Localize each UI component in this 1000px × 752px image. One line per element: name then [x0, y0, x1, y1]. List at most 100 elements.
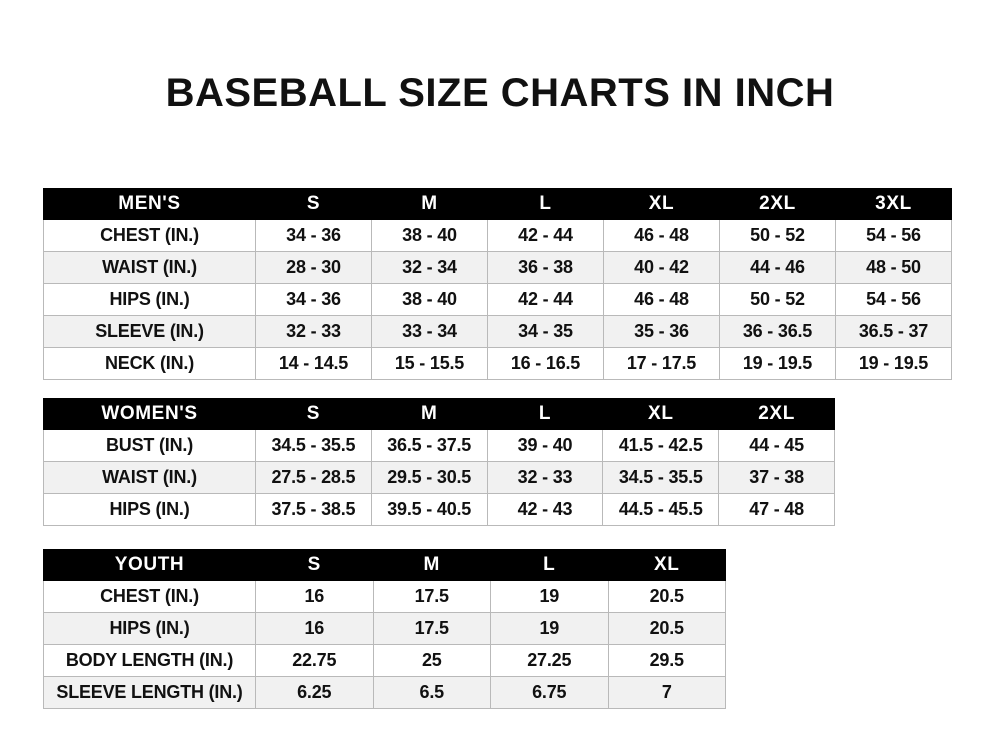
cell-value: 42 - 44 [487, 283, 604, 316]
table-row: WAIST (IN.) 28 - 30 32 - 34 36 - 38 40 -… [43, 251, 952, 284]
row-label: CHEST (IN.) [43, 580, 256, 613]
table-row: HIPS (IN.) 37.5 - 38.5 39.5 - 40.5 42 - … [43, 493, 835, 526]
row-label: HIPS (IN.) [43, 283, 256, 316]
row-label: WAIST (IN.) [43, 461, 256, 494]
cell-value: 46 - 48 [603, 219, 720, 252]
cell-value: 33 - 34 [371, 315, 488, 348]
cell-value: 36 - 38 [487, 251, 604, 284]
cell-value: 34.5 - 35.5 [255, 429, 372, 462]
cell-value: 6.75 [490, 676, 609, 709]
table-header-row: WOMEN'S S M L XL 2XL [43, 398, 835, 430]
cell-value: 19 - 19.5 [835, 347, 952, 380]
cell-value: 28 - 30 [255, 251, 372, 284]
cell-value: 16 [255, 612, 374, 645]
cell-value: 6.5 [372, 676, 491, 709]
cell-value: 42 - 44 [487, 219, 604, 252]
cell-value: 54 - 56 [835, 283, 952, 316]
row-label: CHEST (IN.) [43, 219, 256, 252]
cell-value: 34.5 - 35.5 [602, 461, 720, 494]
cell-value: 19 [490, 580, 609, 613]
mens-header-m: M [371, 188, 488, 220]
cell-value: 17.5 [372, 612, 491, 645]
table-row: SLEEVE (IN.) 32 - 33 33 - 34 34 - 35 35 … [43, 315, 952, 348]
cell-value: 15 - 15.5 [371, 347, 488, 380]
row-label: SLEEVE (IN.) [43, 315, 256, 348]
table-header-row: MEN'S S M L XL 2XL 3XL [43, 188, 952, 220]
cell-value: 54 - 56 [835, 219, 952, 252]
table-row: BUST (IN.) 34.5 - 35.5 36.5 - 37.5 39 - … [43, 429, 835, 462]
cell-value: 16 [255, 580, 374, 613]
womens-header-xl: XL [602, 398, 720, 430]
womens-size-table: WOMEN'S S M L XL 2XL BUST (IN.) 34.5 - 3… [43, 398, 835, 526]
cell-value: 17.5 [372, 580, 491, 613]
cell-value: 17 - 17.5 [603, 347, 720, 380]
cell-value: 29.5 [607, 644, 726, 677]
cell-value: 25 [372, 644, 491, 677]
cell-value: 44 - 45 [718, 429, 835, 462]
mens-size-table: MEN'S S M L XL 2XL 3XL CHEST (IN.) 34 - … [43, 188, 952, 380]
cell-value: 36.5 - 37 [835, 315, 952, 348]
cell-value: 37 - 38 [718, 461, 835, 494]
cell-value: 44.5 - 45.5 [602, 493, 720, 526]
table-row: CHEST (IN.) 34 - 36 38 - 40 42 - 44 46 -… [43, 219, 952, 252]
womens-header-category: WOMEN'S [43, 398, 256, 430]
womens-header-2xl: 2XL [718, 398, 835, 430]
cell-value: 34 - 36 [255, 219, 372, 252]
cell-value: 39 - 40 [486, 429, 604, 462]
row-label: WAIST (IN.) [43, 251, 256, 284]
row-label: HIPS (IN.) [43, 612, 256, 645]
cell-value: 40 - 42 [603, 251, 720, 284]
cell-value: 41.5 - 42.5 [602, 429, 720, 462]
row-label: BODY LENGTH (IN.) [43, 644, 256, 677]
cell-value: 20.5 [607, 580, 726, 613]
cell-value: 14 - 14.5 [255, 347, 372, 380]
cell-value: 37.5 - 38.5 [255, 493, 372, 526]
table-row: HIPS (IN.) 16 17.5 19 20.5 [43, 612, 726, 645]
youth-header-xl: XL [607, 549, 726, 581]
cell-value: 50 - 52 [719, 219, 836, 252]
cell-value: 27.5 - 28.5 [255, 461, 372, 494]
youth-size-table: YOUTH S M L XL CHEST (IN.) 16 17.5 19 20… [43, 549, 726, 709]
cell-value: 34 - 35 [487, 315, 604, 348]
womens-header-s: S [255, 398, 372, 430]
mens-header-3xl: 3XL [835, 188, 952, 220]
cell-value: 39.5 - 40.5 [370, 493, 488, 526]
cell-value: 42 - 43 [486, 493, 604, 526]
cell-value: 22.75 [255, 644, 374, 677]
table-row: HIPS (IN.) 34 - 36 38 - 40 42 - 44 46 - … [43, 283, 952, 316]
cell-value: 50 - 52 [719, 283, 836, 316]
mens-header-l: L [487, 188, 604, 220]
cell-value: 32 - 33 [255, 315, 372, 348]
cell-value: 44 - 46 [719, 251, 836, 284]
cell-value: 7 [607, 676, 726, 709]
cell-value: 6.25 [255, 676, 374, 709]
cell-value: 32 - 34 [371, 251, 488, 284]
row-label: BUST (IN.) [43, 429, 256, 462]
youth-header-s: S [255, 549, 374, 581]
table-row: NECK (IN.) 14 - 14.5 15 - 15.5 16 - 16.5… [43, 347, 952, 380]
mens-header-2xl: 2XL [719, 188, 836, 220]
cell-value: 27.25 [490, 644, 609, 677]
table-row: CHEST (IN.) 16 17.5 19 20.5 [43, 580, 726, 613]
row-label: SLEEVE LENGTH (IN.) [43, 676, 256, 709]
cell-value: 35 - 36 [603, 315, 720, 348]
page-title: BASEBALL SIZE CHARTS IN INCH [165, 71, 835, 115]
table-row: BODY LENGTH (IN.) 22.75 25 27.25 29.5 [43, 644, 726, 677]
womens-header-m: M [370, 398, 488, 430]
cell-value: 20.5 [607, 612, 726, 645]
cell-value: 32 - 33 [486, 461, 604, 494]
cell-value: 38 - 40 [371, 283, 488, 316]
youth-header-category: YOUTH [43, 549, 256, 581]
cell-value: 19 [490, 612, 609, 645]
mens-header-xl: XL [603, 188, 720, 220]
mens-header-category: MEN'S [43, 188, 256, 220]
row-label: NECK (IN.) [43, 347, 256, 380]
table-header-row: YOUTH S M L XL [43, 549, 726, 581]
youth-header-m: M [372, 549, 491, 581]
womens-header-l: L [486, 398, 604, 430]
cell-value: 47 - 48 [718, 493, 835, 526]
cell-value: 29.5 - 30.5 [370, 461, 488, 494]
cell-value: 46 - 48 [603, 283, 720, 316]
cell-value: 36.5 - 37.5 [370, 429, 488, 462]
